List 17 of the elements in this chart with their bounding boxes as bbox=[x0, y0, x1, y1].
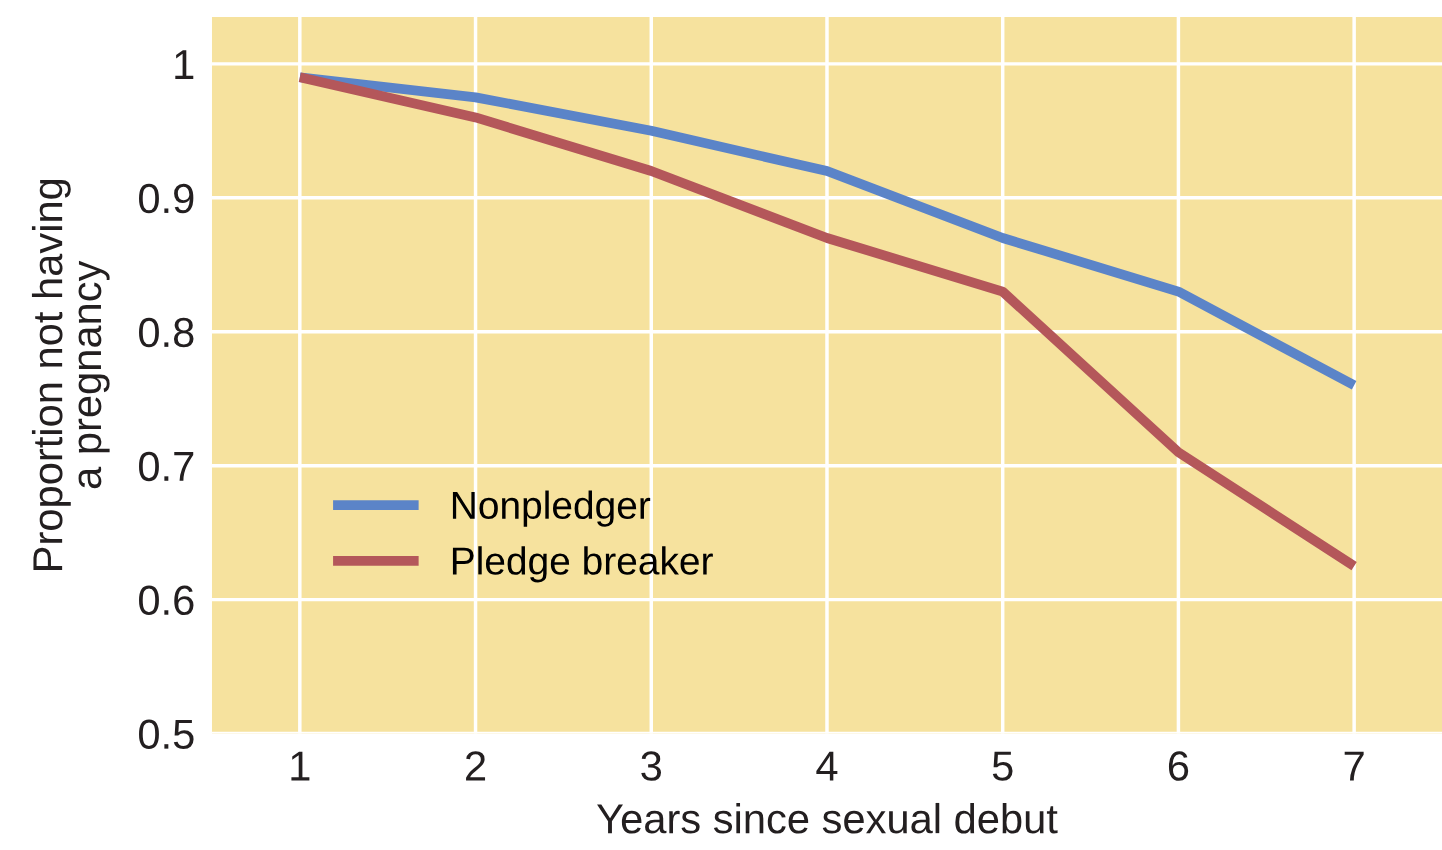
legend-label: Nonpledger bbox=[452, 490, 651, 527]
x-tick-label: 1 bbox=[291, 751, 310, 781]
y-tick-label: 1 bbox=[175, 50, 194, 79]
x-tick-label: 7 bbox=[1344, 751, 1364, 781]
legend-label: Pledge breaker bbox=[452, 546, 713, 583]
y-axis-title: Proportion not having a pregnancy bbox=[31, 179, 110, 570]
y-tick-label: 0.9 bbox=[139, 183, 194, 214]
x-tick-label: 2 bbox=[466, 751, 486, 781]
x-tick-label: 6 bbox=[1168, 751, 1189, 781]
x-tick-label: 5 bbox=[992, 751, 1013, 781]
y-tick-label: 0.5 bbox=[139, 719, 194, 750]
x-tick-label: 3 bbox=[641, 751, 662, 781]
x-axis-title: Years since sexual debut bbox=[597, 802, 1058, 834]
y-tick-label: 0.6 bbox=[139, 585, 194, 616]
x-tick-label: 4 bbox=[816, 751, 838, 781]
y-tick-label: 0.8 bbox=[139, 317, 194, 348]
y-tick-label: 0.7 bbox=[139, 451, 194, 482]
